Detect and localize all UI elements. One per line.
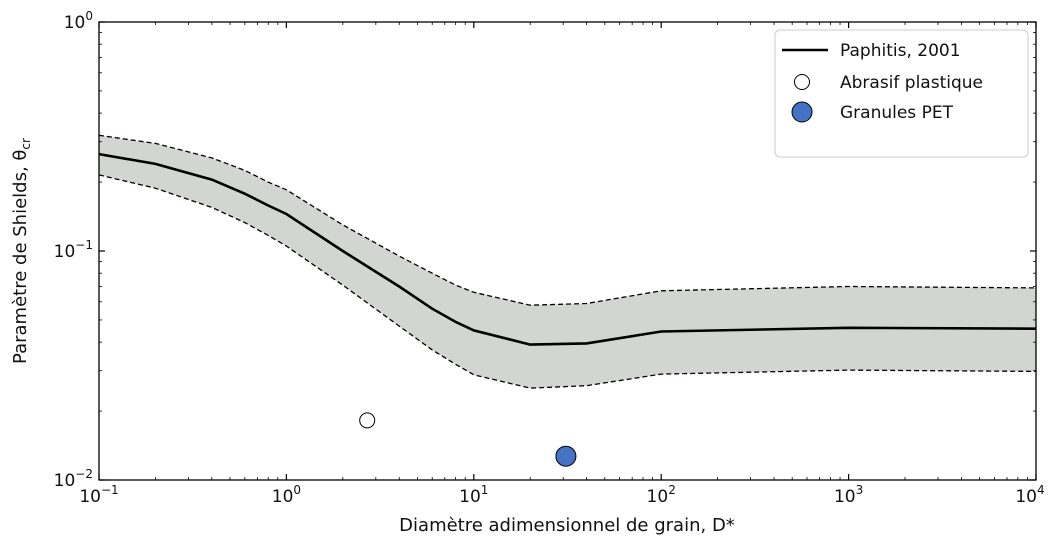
curve-layer	[98, 152, 1037, 346]
legend-marker-abrasif	[794, 74, 810, 90]
x-tick-label: 104	[1015, 483, 1044, 507]
x-tick-label: 103	[834, 483, 863, 507]
legend-label-abrasif: Abrasif plastique	[840, 73, 983, 93]
x-tick-label: 10−1	[79, 483, 118, 507]
y-axis-title-main: Paramètre de Shields, θ	[10, 150, 31, 364]
legend-marker-granules	[791, 101, 813, 123]
legend-label-paphitis: Paphitis, 2001	[840, 41, 961, 61]
x-axis-title: Diamètre adimensionnel de grain, D*	[399, 515, 735, 536]
x-tick-label: 102	[647, 483, 676, 507]
y-tick-label: 100	[64, 9, 93, 33]
envelope-area	[99, 135, 1036, 389]
envelope-upper-bound	[98, 134, 1037, 306]
legend-label-granules: Granules PET	[840, 103, 954, 123]
series-line-paphitis	[98, 152, 1037, 346]
x-tick-label: 101	[459, 483, 488, 507]
y-tick-label: 10−2	[54, 467, 93, 491]
point-layer	[359, 412, 577, 467]
envelope-lower-bound	[98, 174, 1037, 389]
data-point-granules-pet	[555, 445, 577, 467]
legend-box	[774, 29, 1029, 158]
data-point-abrasif-plastique	[359, 412, 376, 429]
x-tick-label: 100	[272, 483, 301, 507]
y-axis-title: Paramètre de Shields, θcr	[10, 138, 33, 364]
legend: Paphitis, 2001 Abrasif plastique Granule…	[774, 29, 1029, 158]
uncertainty-envelope-layer	[98, 134, 1037, 389]
y-tick-label: 10−1	[54, 238, 93, 262]
y-axis-title-subscript: cr	[19, 138, 33, 150]
